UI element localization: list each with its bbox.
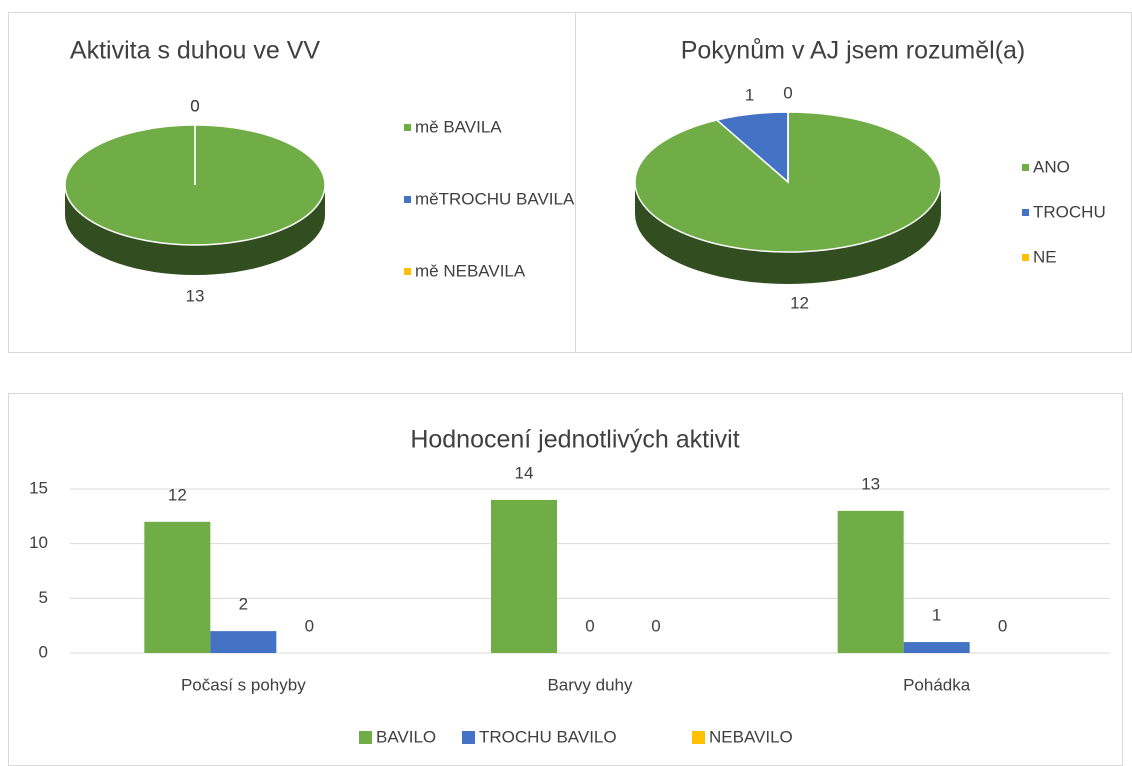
pie-side	[65, 185, 325, 275]
legend-label: TROCHU BAVILO	[479, 727, 617, 746]
y-tick-label: 0	[39, 642, 48, 661]
x-tick-label: Pohádka	[903, 675, 971, 694]
legend-marker	[1022, 164, 1029, 171]
legend-label: měTROCHU BAVILA	[415, 189, 575, 208]
legend-marker	[404, 196, 411, 203]
data-label: 12	[790, 293, 809, 312]
legend-label: mě NEBAVILA	[415, 261, 526, 280]
data-label: 1	[745, 86, 754, 105]
bar	[903, 642, 970, 653]
legend-marker	[1022, 254, 1029, 261]
data-label: 14	[515, 463, 534, 482]
data-label: 0	[190, 96, 199, 115]
data-label: 13	[186, 286, 205, 305]
legend-label: NEBAVILO	[709, 727, 793, 746]
data-label: 0	[651, 616, 660, 635]
chart-title: Hodnocení jednotlivých aktivit	[410, 426, 739, 454]
pie-side	[635, 182, 941, 284]
chart-title: Pokynům v AJ jsem rozuměl(a)	[681, 37, 1026, 65]
bar	[491, 499, 557, 653]
data-label: 0	[783, 83, 792, 102]
legend-marker	[359, 731, 372, 744]
bar	[837, 510, 904, 653]
data-label: 2	[239, 595, 248, 614]
legend-marker	[404, 124, 411, 131]
x-tick-label: Počasí s pohyby	[181, 675, 306, 694]
y-tick-label: 15	[29, 478, 48, 497]
legend-marker	[404, 268, 411, 275]
data-label: 0	[585, 616, 594, 635]
legend-label: TROCHU	[1033, 202, 1106, 221]
legend-label: ANO	[1033, 157, 1070, 176]
y-tick-label: 5	[39, 588, 48, 607]
data-label: 1	[932, 606, 941, 625]
legend-marker	[1022, 209, 1029, 216]
data-label: 0	[305, 616, 314, 635]
data-label: 0	[998, 616, 1007, 635]
legend-marker	[462, 731, 475, 744]
legend-label: BAVILO	[376, 727, 436, 746]
data-label: 0	[190, 96, 199, 115]
chart-title: Aktivita s duhou ve VV	[70, 37, 320, 65]
legend-marker	[692, 731, 705, 744]
y-tick-label: 10	[29, 533, 48, 552]
bar	[210, 631, 277, 653]
legend-label: mě BAVILA	[415, 117, 502, 136]
bar	[144, 521, 211, 653]
data-label: 13	[861, 474, 880, 493]
legend-label: NE	[1033, 247, 1057, 266]
x-tick-label: Barvy duhy	[547, 675, 633, 694]
data-label: 12	[168, 485, 187, 504]
